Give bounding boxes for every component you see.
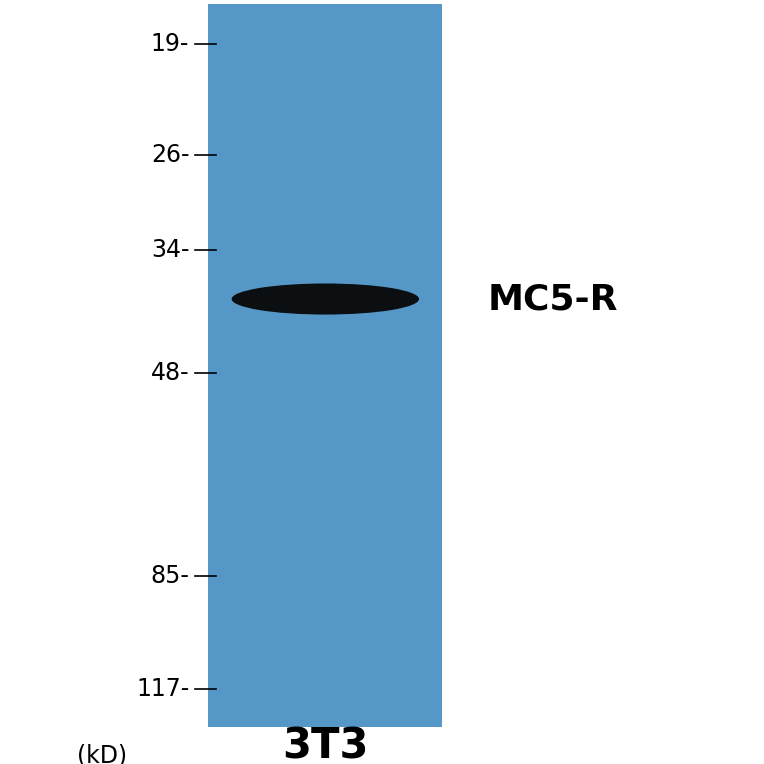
Text: 85-: 85- [151, 564, 189, 588]
Text: 48-: 48- [151, 361, 189, 385]
Text: (kD): (kD) [77, 743, 128, 764]
Text: 34-: 34- [151, 238, 189, 262]
Bar [209, 4, 442, 727]
Text: 26-: 26- [151, 143, 189, 167]
Text: 19-: 19- [151, 31, 189, 56]
Ellipse shape [231, 283, 419, 315]
Text: MC5-R: MC5-R [487, 282, 618, 316]
Text: 3T3: 3T3 [282, 726, 368, 764]
Text: 117-: 117- [136, 677, 189, 701]
